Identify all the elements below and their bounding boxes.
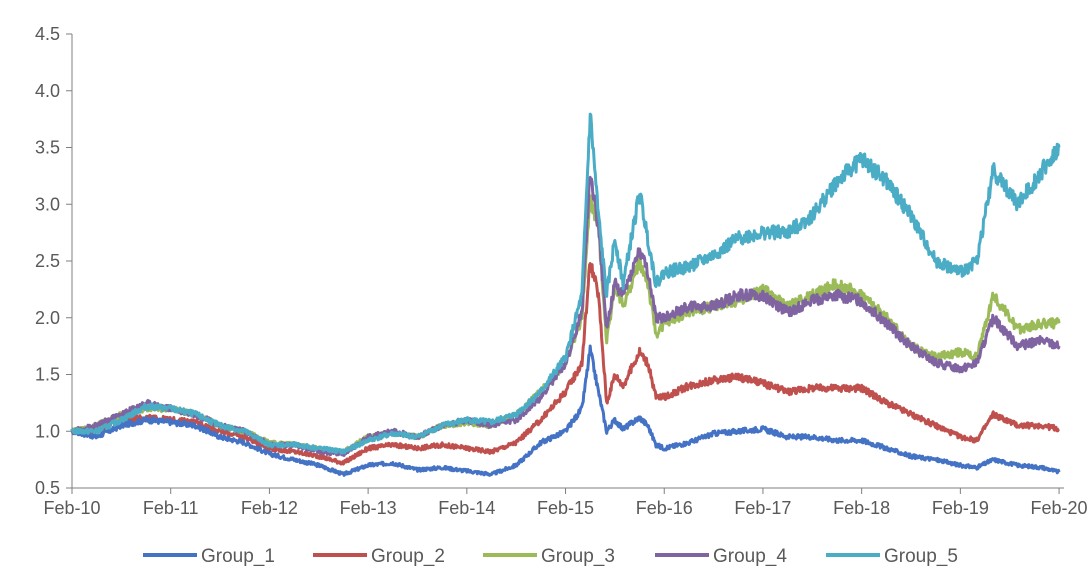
legend-label: Group_1 (201, 546, 275, 567)
legend-label: Group_2 (371, 546, 445, 567)
y-tick-label: 4.5 (35, 24, 60, 44)
x-tick-label: Feb-18 (833, 498, 890, 518)
x-tick-label: Feb-16 (636, 498, 693, 518)
x-tick-label: Feb-13 (340, 498, 397, 518)
x-tick-label: Feb-20 (1031, 498, 1088, 518)
x-tick-label: Feb-19 (932, 498, 989, 518)
y-tick-label: 3.0 (35, 194, 60, 214)
x-tick-label: Feb-15 (537, 498, 594, 518)
plot-area (70, 112, 1061, 477)
y-tick-label: 0.5 (35, 478, 60, 498)
x-tick-label: Feb-11 (143, 498, 199, 518)
legend-label: Group_4 (713, 546, 787, 567)
x-axis: Feb-10 Feb-11 Feb-12 Feb-13 Feb-14 Feb-15 Feb-… (43, 487, 1088, 518)
legend-label: Group_5 (884, 546, 958, 567)
series-line-group-1 (71, 344, 1061, 477)
y-tick-label: 3.5 (35, 138, 60, 158)
legend-label: Group_3 (541, 546, 615, 567)
y-tick-label: 1.5 (35, 365, 60, 385)
series-line-group-5 (70, 112, 1061, 455)
y-axis: 0.5 1.0 1.5 2.0 2.5 3.0 3.5 4.0 4.5 (35, 24, 73, 498)
y-tick-label: 2.0 (35, 308, 60, 328)
x-tick-label: Feb-14 (438, 498, 495, 518)
y-tick-label: 4.0 (35, 81, 60, 101)
y-tick-label: 2.5 (35, 251, 60, 271)
series-line-group-2 (70, 262, 1060, 466)
legend: Group_1 Group_2 Group_3 Group_4 Group_5 (143, 546, 958, 567)
x-tick-label: Feb-10 (43, 498, 100, 518)
x-tick-label: Feb-12 (241, 498, 298, 518)
x-tick-label: Feb-17 (734, 498, 791, 518)
y-tick-label: 1.0 (35, 421, 60, 441)
